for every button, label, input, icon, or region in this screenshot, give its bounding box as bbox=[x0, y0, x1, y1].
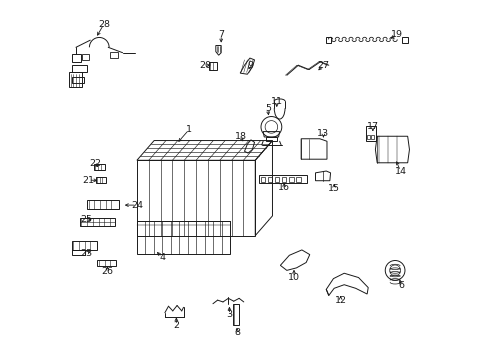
Text: 27: 27 bbox=[317, 61, 329, 70]
Bar bbox=[97, 260, 116, 266]
Text: 10: 10 bbox=[287, 273, 299, 282]
Text: 1: 1 bbox=[185, 125, 191, 134]
Bar bbox=[289, 177, 293, 182]
Text: 28: 28 bbox=[98, 19, 110, 28]
Text: 18: 18 bbox=[234, 132, 246, 141]
Bar bbox=[296, 177, 300, 182]
Bar bbox=[82, 54, 89, 60]
Text: 2: 2 bbox=[173, 321, 179, 330]
Bar bbox=[365, 126, 375, 140]
Bar bbox=[402, 37, 407, 43]
Bar bbox=[267, 177, 271, 182]
Text: 9: 9 bbox=[246, 61, 252, 70]
Text: 24: 24 bbox=[131, 201, 142, 210]
Text: 6: 6 bbox=[398, 281, 404, 290]
Text: 25: 25 bbox=[80, 215, 92, 224]
Text: 5: 5 bbox=[264, 104, 270, 113]
Bar bbox=[208, 62, 216, 69]
Bar bbox=[86, 201, 119, 210]
Bar bbox=[260, 177, 264, 182]
Bar bbox=[110, 52, 118, 58]
Text: 19: 19 bbox=[390, 30, 402, 39]
Bar bbox=[80, 218, 115, 226]
Text: 21: 21 bbox=[82, 176, 94, 185]
Text: 20: 20 bbox=[199, 61, 211, 70]
Text: 11: 11 bbox=[270, 96, 282, 105]
Bar bbox=[72, 77, 83, 83]
Bar bbox=[233, 305, 238, 325]
Text: 15: 15 bbox=[327, 184, 340, 193]
Text: 13: 13 bbox=[317, 129, 329, 138]
Bar bbox=[96, 177, 106, 183]
Bar bbox=[94, 163, 104, 170]
Bar bbox=[325, 37, 330, 43]
Text: 22: 22 bbox=[89, 159, 101, 168]
Text: 4: 4 bbox=[159, 253, 164, 262]
Bar bbox=[282, 177, 286, 182]
Text: 14: 14 bbox=[394, 167, 406, 176]
Bar bbox=[72, 54, 81, 62]
Text: 23: 23 bbox=[81, 249, 93, 258]
Bar bbox=[72, 64, 86, 72]
Bar bbox=[274, 177, 279, 182]
Text: 17: 17 bbox=[366, 122, 378, 131]
Text: 8: 8 bbox=[234, 328, 240, 337]
Text: 7: 7 bbox=[218, 30, 224, 39]
Text: 16: 16 bbox=[277, 183, 289, 192]
Bar bbox=[370, 135, 373, 139]
Bar bbox=[366, 135, 369, 139]
Bar bbox=[258, 175, 306, 183]
Text: 26: 26 bbox=[102, 267, 113, 276]
Text: 3: 3 bbox=[226, 310, 232, 319]
Text: 12: 12 bbox=[334, 296, 346, 305]
Bar bbox=[72, 241, 97, 250]
